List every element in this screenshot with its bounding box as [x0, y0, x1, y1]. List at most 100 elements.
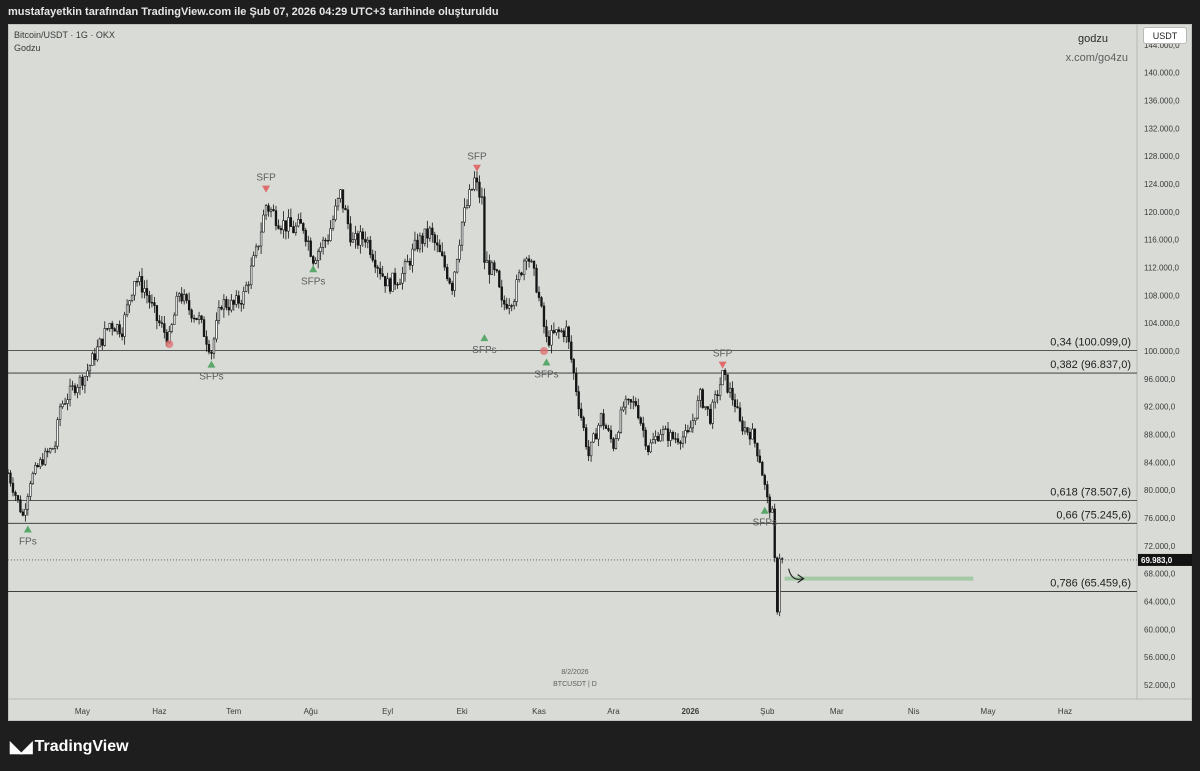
y-tick-label: 84.000,0 — [1144, 458, 1176, 467]
x-tick-label: 2026 — [681, 707, 699, 716]
sfp-label: SFPs — [301, 276, 325, 287]
y-tick-label: 140.000,0 — [1144, 69, 1180, 78]
candle-body — [644, 429, 647, 447]
sfp-down-marker — [472, 164, 481, 172]
candle-body — [711, 401, 714, 424]
candle-body — [83, 375, 87, 386]
candle-body — [532, 260, 536, 269]
candle-body — [309, 240, 312, 257]
candle-body — [413, 239, 417, 250]
candle-body — [287, 217, 290, 232]
candle-body — [565, 326, 568, 338]
candle-body — [14, 492, 17, 496]
candle-body — [329, 228, 332, 241]
x-tick-label: Kas — [532, 707, 546, 716]
candle-body — [483, 196, 486, 263]
candle-body — [446, 266, 449, 280]
candle-body — [676, 438, 680, 443]
last-price-label: 69.983,0 — [1141, 556, 1173, 565]
candle-body — [180, 293, 183, 302]
candle-body — [572, 359, 575, 374]
candle-body — [500, 286, 503, 301]
candle-body — [334, 205, 337, 220]
candle-body — [91, 353, 94, 366]
candle-body — [443, 255, 446, 268]
candle-body — [304, 230, 307, 242]
candle-body — [128, 300, 131, 306]
candle-body — [686, 430, 690, 433]
candle-body — [187, 300, 191, 311]
candle-body — [493, 262, 496, 270]
candle-body — [125, 304, 129, 316]
candle-body — [679, 441, 682, 444]
sfp-label: SFPs — [199, 372, 223, 383]
sfp-up-marker — [309, 265, 318, 273]
candle-body — [153, 302, 156, 306]
candle-body — [210, 351, 213, 354]
candle-body — [93, 353, 97, 361]
stamp-date: 8/2/2026 — [561, 669, 589, 676]
candle-body — [448, 278, 451, 284]
currency-badge[interactable]: USDT — [1143, 27, 1187, 44]
chart-frame — [8, 24, 1192, 721]
candle-body — [436, 242, 439, 246]
candle-body — [748, 431, 752, 440]
indicator-name: Godzu — [14, 43, 41, 53]
candle-body — [36, 465, 39, 467]
candle-body — [212, 338, 216, 354]
candle-body — [254, 246, 258, 257]
candle-body — [470, 188, 474, 191]
x-tick-label: Ara — [607, 707, 620, 716]
candle-body — [138, 276, 141, 282]
candle-body — [53, 445, 57, 449]
fib-label: 0,618 (78.507,6) — [1050, 487, 1131, 499]
candle-body — [627, 398, 630, 401]
chart-info: Bitcoin/USDT · 1G · OKX Godzu — [14, 29, 115, 55]
candle-body — [614, 438, 618, 449]
y-tick-label: 96.000,0 — [1144, 375, 1176, 384]
candle-body — [262, 214, 265, 233]
candle-body — [460, 221, 464, 246]
candle-body — [577, 391, 580, 410]
candle-body — [567, 326, 570, 343]
candle-body — [771, 508, 774, 513]
candlestick-chart[interactable]: 52.000,0 56.000,0 60.000,0 64.000,0 68.000,0… — [8, 24, 1192, 721]
y-tick-label: 108.000,0 — [1144, 291, 1180, 300]
candle-body — [222, 299, 226, 310]
candle-body — [552, 330, 556, 333]
tradingview-logo[interactable]: ◣◢ TradingView — [10, 737, 129, 757]
candle-body — [768, 496, 771, 513]
candle-body — [778, 558, 781, 613]
candle-body — [604, 425, 608, 429]
x-tick-label: Eyl — [382, 707, 393, 716]
candle-body — [766, 484, 769, 498]
candle-body — [557, 329, 561, 332]
candle-body — [175, 295, 178, 316]
candle-body — [654, 436, 657, 440]
sfp-up-marker — [207, 360, 216, 368]
candle-body — [163, 323, 166, 333]
candle-body — [227, 307, 231, 311]
candle-body — [535, 267, 538, 293]
candle-body — [235, 295, 238, 305]
candle-body — [537, 291, 541, 298]
candle-body — [361, 231, 364, 240]
candle-body — [145, 288, 149, 296]
candle-body — [669, 432, 672, 441]
candle-body — [513, 301, 516, 306]
candle-body — [68, 385, 72, 400]
candle-body — [118, 324, 121, 335]
candle-body — [71, 385, 74, 387]
candle-body — [718, 384, 722, 396]
fib-label: 0,786 (65.459,6) — [1050, 577, 1131, 589]
candle-body — [594, 433, 598, 440]
sfp-label: SFPs — [753, 518, 777, 529]
y-tick-label: 104.000,0 — [1144, 319, 1180, 328]
y-tick-label: 100.000,0 — [1144, 347, 1180, 356]
candle-body — [192, 317, 196, 320]
candle-body — [299, 219, 302, 224]
candle-body — [103, 328, 106, 346]
candle-body — [587, 446, 590, 457]
candle-body — [642, 423, 645, 431]
candle-body — [691, 420, 695, 429]
